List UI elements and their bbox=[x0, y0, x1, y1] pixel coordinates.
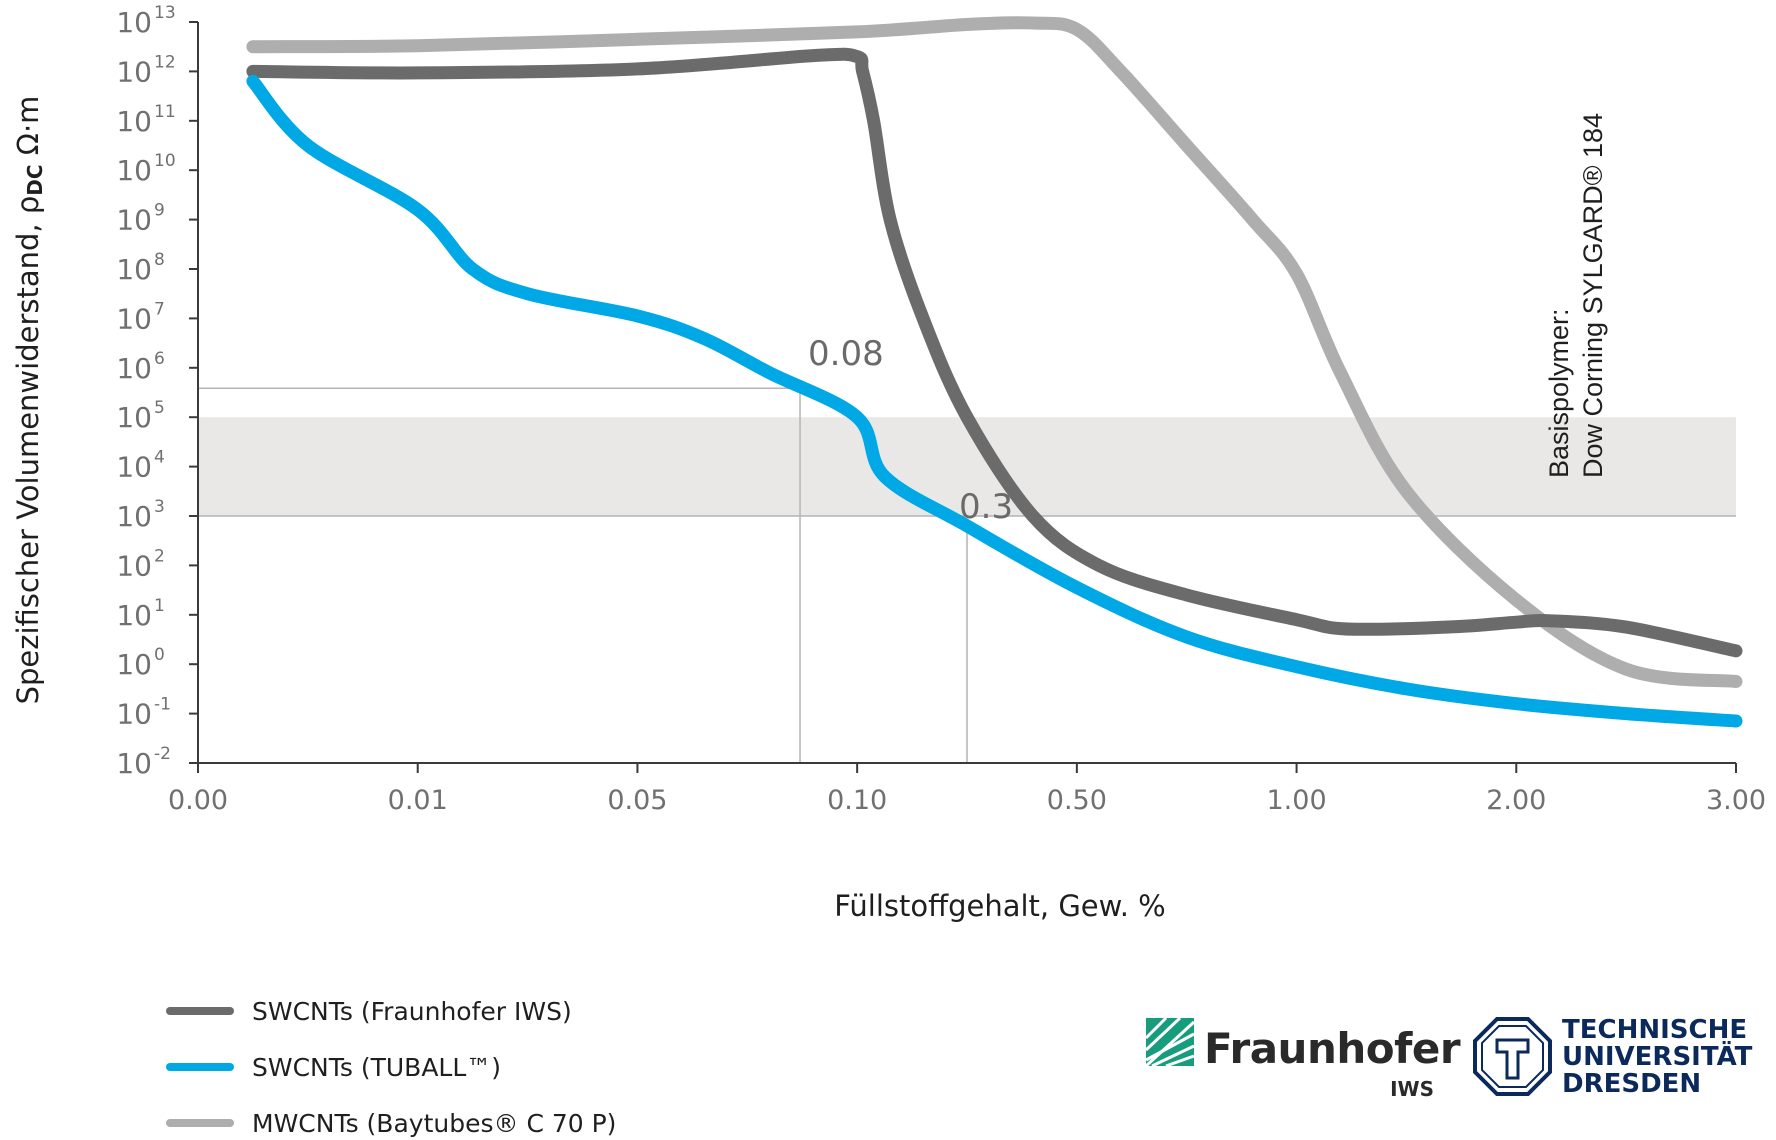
axes-layer bbox=[189, 21, 1737, 773]
y-tick-exponent: 6 bbox=[154, 349, 165, 369]
tu-dresden-logo-mark bbox=[1473, 1017, 1552, 1096]
fraunhofer-logo: Fraunhofer IWS bbox=[1144, 1016, 1461, 1101]
base-polymer-note-line2: Dow Corning SYLGARD® 184 bbox=[1578, 113, 1608, 478]
y-tick-label: 10 bbox=[116, 648, 152, 681]
tu-dresden-logo-line2: UNIVERSITÄT bbox=[1562, 1040, 1753, 1072]
x-tick-label: 1.00 bbox=[1267, 785, 1327, 816]
x-tick-label: 0.10 bbox=[827, 785, 887, 816]
y-tick-label: 10 bbox=[116, 154, 152, 187]
base-polymer-note: Basispolymer: Dow Corning SYLGARD® 184 bbox=[1544, 113, 1608, 478]
x-tick-label: 0.50 bbox=[1047, 785, 1107, 816]
tu-dresden-logo-line3: DRESDEN bbox=[1562, 1069, 1701, 1099]
y-tick-exponent: 2 bbox=[154, 546, 165, 566]
x-axis-title: Füllstoffgehalt, Gew. % bbox=[834, 889, 1165, 923]
tu-dresden-logo-line1: TECHNISCHE bbox=[1562, 1015, 1747, 1045]
y-tick-exponent: -1 bbox=[154, 695, 171, 715]
x-tick-label: 2.00 bbox=[1486, 785, 1546, 816]
target-band bbox=[198, 417, 1736, 516]
x-tick-label: 0.01 bbox=[388, 785, 448, 816]
y-tick-label: 10 bbox=[116, 747, 152, 780]
fraunhofer-logo-unit: IWS bbox=[1390, 1077, 1434, 1101]
series-layer bbox=[246, 16, 1743, 728]
y-tick-exponent: 4 bbox=[154, 448, 165, 468]
series-line-baytubes bbox=[246, 16, 1743, 688]
y-tick-exponent: -2 bbox=[154, 744, 171, 764]
fraunhofer-logo-mark bbox=[1144, 1016, 1196, 1068]
annotation-label: 0.08 bbox=[808, 334, 884, 374]
y-tick-label: 10 bbox=[116, 6, 152, 39]
series-line-fraunhofer-iws bbox=[246, 47, 1743, 658]
x-tick-label: 3.00 bbox=[1706, 785, 1766, 816]
base-polymer-note-line1: Basispolymer: bbox=[1544, 308, 1574, 478]
x-tick-label: 0.05 bbox=[607, 785, 667, 816]
legend-label-fraunhofer: SWCNTs (Fraunhofer IWS) bbox=[252, 997, 572, 1026]
y-tick-label: 10 bbox=[116, 253, 152, 286]
y-tick-label: 10 bbox=[116, 401, 152, 434]
y-tick-exponent: 7 bbox=[154, 299, 165, 319]
y-tick-label: 10 bbox=[116, 55, 152, 88]
y-tick-exponent: 0 bbox=[154, 645, 165, 665]
y-tick-label: 10 bbox=[116, 204, 152, 237]
series-line-tuball bbox=[246, 74, 1743, 728]
y-tick-label: 10 bbox=[116, 352, 152, 385]
x-tick-label: 0.00 bbox=[168, 785, 228, 816]
fraunhofer-logo-text: Fraunhofer bbox=[1204, 1024, 1461, 1073]
y-tick-label: 10 bbox=[116, 302, 152, 335]
y-tick-exponent: 5 bbox=[154, 398, 165, 418]
y-tick-exponent: 12 bbox=[154, 52, 176, 72]
y-tick-label: 10 bbox=[116, 451, 152, 484]
y-tick-exponent: 3 bbox=[154, 497, 165, 517]
y-tick-exponent: 11 bbox=[154, 102, 176, 122]
tu-dresden-logo: TECHNISCHE UNIVERSITÄT DRESDEN bbox=[1473, 1015, 1753, 1099]
legend: SWCNTs (Fraunhofer IWS) SWCNTs (TUBALL™)… bbox=[166, 997, 616, 1138]
legend-label-baytubes: MWCNTs (Baytubes® C 70 P) bbox=[252, 1109, 616, 1138]
y-tick-exponent: 13 bbox=[154, 3, 176, 23]
y-tick-label: 10 bbox=[116, 105, 152, 138]
y-tick-exponent: 9 bbox=[154, 201, 165, 221]
y-tick-exponent: 8 bbox=[154, 250, 165, 270]
y-tick-label: 10 bbox=[116, 599, 152, 632]
y-tick-label: 10 bbox=[116, 549, 152, 582]
y-tick-exponent: 10 bbox=[154, 151, 176, 171]
y-axis-title: Spezifischer Volumenwiderstand, ρDC Ω·m bbox=[11, 96, 47, 705]
target-band-layer bbox=[198, 417, 1736, 517]
legend-label-tuball: SWCNTs (TUBALL™) bbox=[252, 1053, 501, 1082]
y-tick-exponent: 1 bbox=[154, 596, 165, 616]
annotation-label: 0.3 bbox=[959, 487, 1013, 527]
y-tick-label: 10 bbox=[116, 500, 152, 533]
y-tick-label: 10 bbox=[116, 698, 152, 731]
